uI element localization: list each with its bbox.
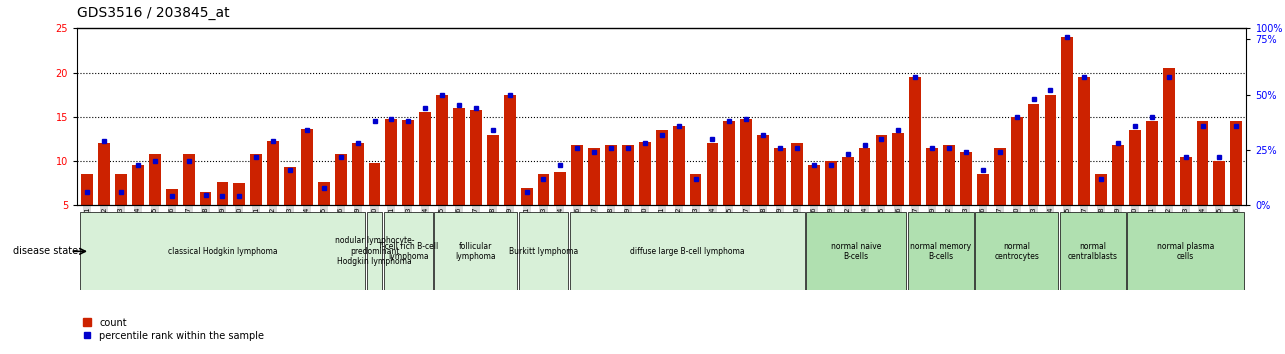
FancyBboxPatch shape: [80, 212, 365, 290]
FancyBboxPatch shape: [975, 212, 1058, 290]
Bar: [98, 143, 111, 205]
Bar: [554, 172, 567, 205]
Bar: [690, 175, 702, 205]
Bar: [1011, 117, 1023, 205]
Bar: [301, 129, 312, 205]
Bar: [199, 192, 212, 205]
Bar: [960, 152, 971, 205]
Bar: [589, 148, 600, 205]
Bar: [1112, 145, 1124, 205]
FancyBboxPatch shape: [1060, 212, 1126, 290]
FancyBboxPatch shape: [434, 212, 518, 290]
Bar: [1078, 77, 1090, 205]
Bar: [1213, 161, 1226, 205]
Bar: [216, 182, 229, 205]
Bar: [993, 148, 1006, 205]
Bar: [317, 182, 330, 205]
Bar: [369, 163, 380, 205]
Bar: [926, 148, 938, 205]
Bar: [1045, 95, 1056, 205]
FancyBboxPatch shape: [384, 212, 433, 290]
Bar: [284, 167, 296, 205]
Bar: [740, 119, 752, 205]
Bar: [251, 154, 262, 205]
Bar: [774, 148, 786, 205]
Bar: [419, 113, 430, 205]
Bar: [116, 175, 127, 205]
Bar: [1163, 68, 1174, 205]
Bar: [792, 143, 803, 205]
Bar: [605, 145, 617, 205]
Bar: [842, 156, 853, 205]
Bar: [1061, 37, 1073, 205]
Bar: [386, 119, 397, 205]
Bar: [572, 145, 583, 205]
Text: nodular lymphocyte-
predominant
Hodgkin lymphoma: nodular lymphocyte- predominant Hodgkin …: [335, 236, 414, 266]
Bar: [1130, 130, 1141, 205]
Bar: [470, 110, 482, 205]
Bar: [267, 141, 279, 205]
Bar: [673, 126, 685, 205]
Text: normal memory
B-cells: normal memory B-cells: [910, 242, 971, 261]
Bar: [825, 161, 837, 205]
Bar: [132, 166, 144, 205]
Bar: [1095, 175, 1108, 205]
Bar: [723, 121, 735, 205]
Bar: [520, 188, 532, 205]
Text: diffuse large B-cell lymphoma: diffuse large B-cell lymphoma: [630, 247, 744, 256]
FancyBboxPatch shape: [368, 212, 382, 290]
Bar: [402, 120, 414, 205]
Bar: [234, 183, 245, 205]
Bar: [537, 175, 550, 205]
Bar: [182, 154, 194, 205]
Text: normal
centrocytes: normal centrocytes: [995, 242, 1040, 261]
FancyBboxPatch shape: [806, 212, 906, 290]
Text: T-cell rich B-cell
lymphoma: T-cell rich B-cell lymphoma: [378, 242, 438, 261]
Bar: [504, 95, 515, 205]
Text: normal
centralblasts: normal centralblasts: [1068, 242, 1118, 261]
Bar: [977, 175, 988, 205]
Bar: [757, 135, 770, 205]
Bar: [1231, 121, 1243, 205]
Bar: [893, 133, 905, 205]
Bar: [352, 143, 364, 205]
Text: GDS3516 / 203845_at: GDS3516 / 203845_at: [77, 6, 230, 19]
Bar: [808, 166, 820, 205]
Text: classical Hodgkin lymphoma: classical Hodgkin lymphoma: [167, 247, 278, 256]
Bar: [454, 108, 465, 205]
Bar: [622, 145, 634, 205]
Bar: [1028, 104, 1040, 205]
FancyBboxPatch shape: [519, 212, 568, 290]
Bar: [166, 189, 177, 205]
Bar: [81, 175, 93, 205]
Bar: [655, 130, 668, 205]
Bar: [149, 154, 161, 205]
Text: follicular
lymphoma: follicular lymphoma: [456, 242, 496, 261]
FancyBboxPatch shape: [907, 212, 974, 290]
Bar: [1180, 156, 1191, 205]
Text: disease state: disease state: [13, 246, 78, 256]
Bar: [910, 77, 921, 205]
Bar: [436, 95, 448, 205]
Bar: [858, 148, 870, 205]
Text: normal naive
B-cells: normal naive B-cells: [831, 242, 882, 261]
Bar: [1196, 121, 1208, 205]
Text: Burkitt lymphoma: Burkitt lymphoma: [509, 247, 578, 256]
Bar: [943, 145, 955, 205]
Bar: [487, 135, 499, 205]
Bar: [1146, 121, 1158, 205]
Bar: [335, 154, 347, 205]
Legend: count, percentile rank within the sample: count, percentile rank within the sample: [82, 318, 265, 341]
Text: normal plasma
cells: normal plasma cells: [1156, 242, 1214, 261]
FancyBboxPatch shape: [1127, 212, 1244, 290]
FancyBboxPatch shape: [569, 212, 804, 290]
Bar: [875, 135, 888, 205]
Bar: [707, 143, 718, 205]
Bar: [639, 142, 650, 205]
